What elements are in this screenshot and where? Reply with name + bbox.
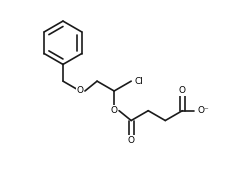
Text: Cl: Cl	[134, 77, 143, 86]
Text: O⁻: O⁻	[197, 106, 209, 115]
Text: O: O	[179, 87, 186, 96]
Text: O: O	[111, 106, 118, 115]
Text: O: O	[128, 136, 135, 145]
Text: O: O	[76, 87, 83, 96]
